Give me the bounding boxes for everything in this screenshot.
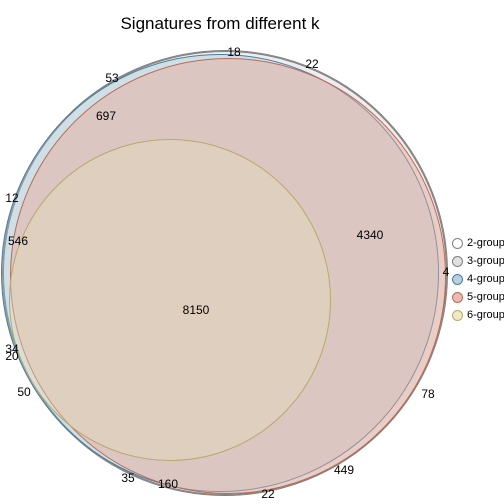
legend-swatch: [452, 310, 463, 321]
region-label: 546: [8, 234, 28, 248]
region-label: 4: [443, 265, 450, 279]
legend: 2-group 3-group 4-group 5-group 6-group: [452, 234, 504, 324]
legend-item: 6-group: [452, 306, 504, 324]
legend-swatch: [452, 292, 463, 303]
legend-swatch: [452, 238, 463, 249]
region-label: 22: [305, 57, 318, 71]
venn-circle-6-group: [9, 139, 331, 461]
region-label: 18: [227, 45, 240, 59]
legend-label: 6-group: [467, 309, 504, 321]
region-label: 20: [5, 349, 18, 363]
region-label: 35: [121, 471, 134, 485]
legend-label: 3-group: [467, 255, 504, 267]
legend-item: 3-group: [452, 252, 504, 270]
legend-label: 2-group: [467, 237, 504, 249]
legend-swatch: [452, 274, 463, 285]
region-label: 4340: [357, 228, 384, 242]
region-label: 160: [158, 477, 178, 491]
region-label: 50: [17, 385, 30, 399]
legend-swatch: [452, 256, 463, 267]
chart-title: Signatures from different k: [0, 14, 440, 34]
region-label: 697: [96, 109, 116, 123]
legend-item: 4-group: [452, 270, 504, 288]
region-label: 12: [5, 191, 18, 205]
legend-label: 5-group: [467, 291, 504, 303]
legend-item: 5-group: [452, 288, 504, 306]
venn-chart: Signatures from different k 18 22 53 697 12 5…: [0, 0, 504, 504]
region-label: 22: [261, 487, 274, 501]
legend-label: 4-group: [467, 273, 504, 285]
region-label: 449: [334, 463, 354, 477]
region-label: 53: [105, 71, 118, 85]
region-label: 78: [421, 387, 434, 401]
legend-item: 2-group: [452, 234, 504, 252]
region-label: 8150: [183, 303, 210, 317]
